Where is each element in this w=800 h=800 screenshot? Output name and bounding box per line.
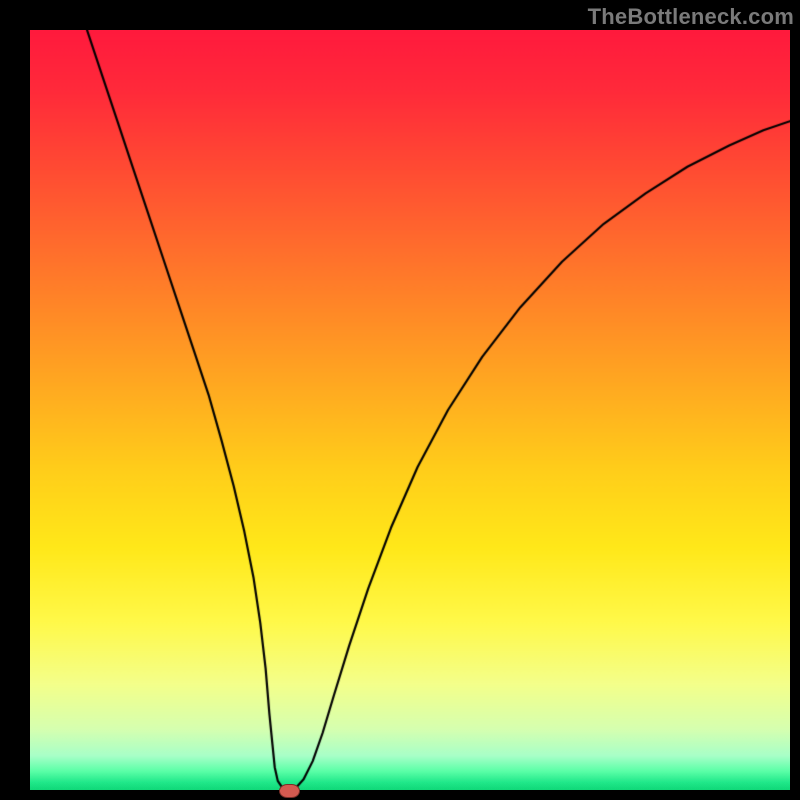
plot-area [30, 30, 790, 790]
chart-container: TheBottleneck.com [0, 0, 800, 800]
bottleneck-curve [30, 30, 790, 790]
minimum-marker [279, 784, 299, 798]
watermark-label: TheBottleneck.com [588, 4, 794, 30]
